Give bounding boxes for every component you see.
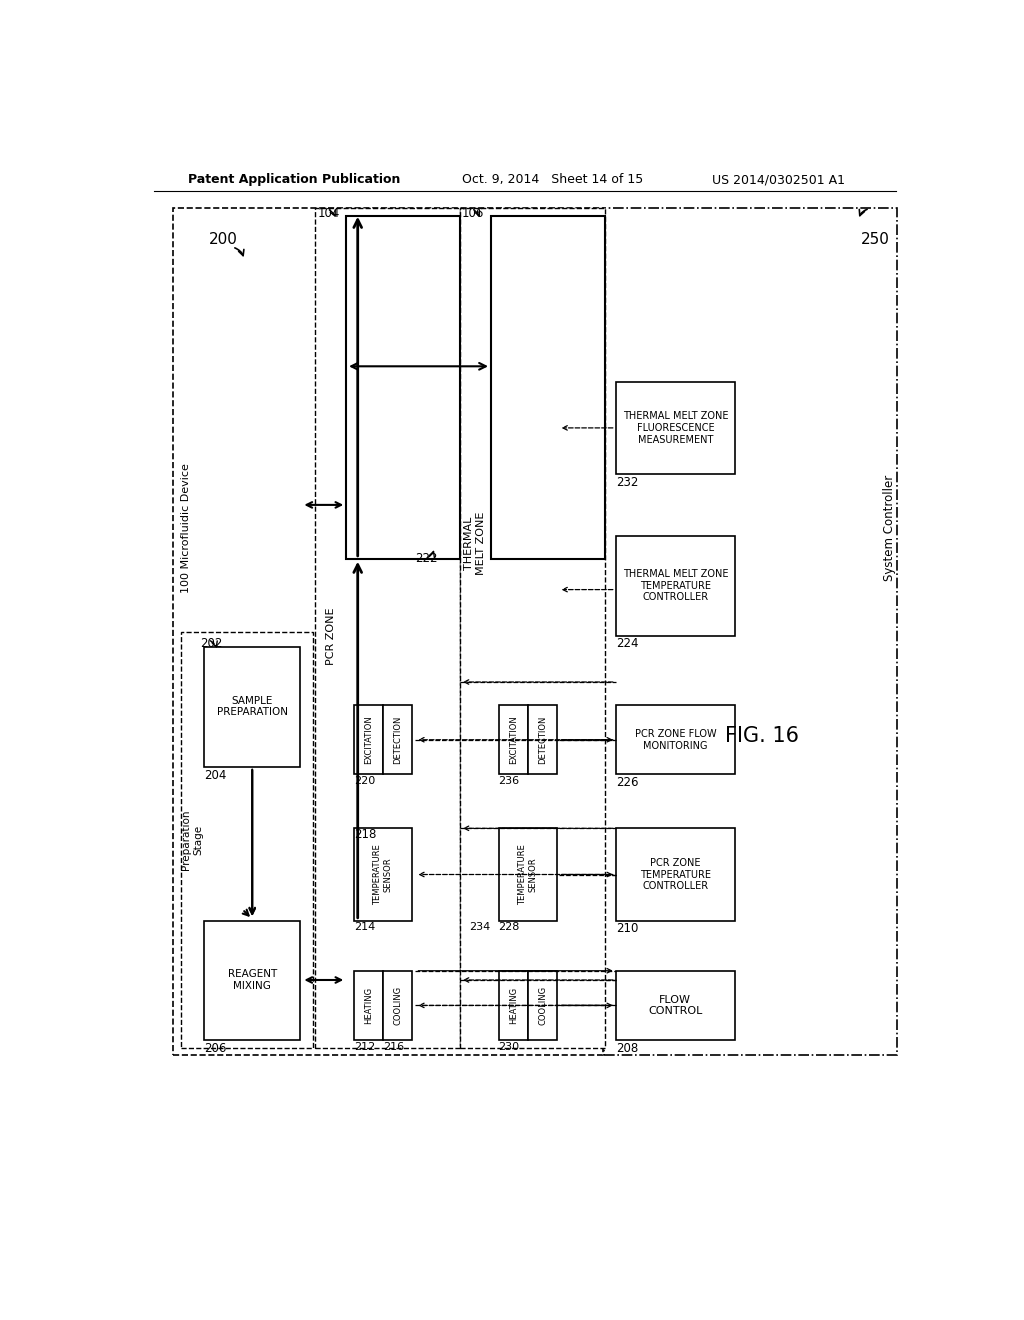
Text: Oct. 9, 2014   Sheet 14 of 15: Oct. 9, 2014 Sheet 14 of 15 [462, 173, 643, 186]
Text: 234: 234 [469, 923, 490, 932]
Text: Preparation
Stage: Preparation Stage [181, 809, 203, 870]
Bar [383, 970, 413, 1040]
Text: DETECTION: DETECTION [538, 715, 547, 764]
Text: REAGENT
MIXING: REAGENT MIXING [227, 969, 276, 991]
Text: FLOW
CONTROL: FLOW CONTROL [648, 994, 702, 1016]
Bar [460, 209, 605, 1048]
Text: 202: 202 [200, 638, 222, 649]
Text: HEATING: HEATING [509, 987, 518, 1024]
Text: 236: 236 [499, 776, 520, 785]
Text: 224: 224 [615, 638, 638, 651]
Text: FIG. 16: FIG. 16 [725, 726, 799, 746]
Bar [204, 647, 300, 767]
Text: THERMAL
MELT ZONE: THERMAL MELT ZONE [464, 512, 485, 576]
Bar [528, 970, 557, 1040]
Bar [499, 829, 557, 921]
Text: PCR ZONE FLOW
MONITORING: PCR ZONE FLOW MONITORING [635, 729, 716, 751]
Bar [180, 632, 313, 1048]
Text: 100 Microfluidic Device: 100 Microfluidic Device [181, 463, 191, 593]
Text: 230: 230 [499, 1041, 520, 1052]
Text: PCR ZONE: PCR ZONE [326, 607, 336, 664]
Bar [354, 829, 413, 921]
Text: 228: 228 [499, 923, 520, 932]
Text: TEMPERATURE
SENSOR: TEMPERATURE SENSOR [374, 843, 393, 906]
Text: 208: 208 [615, 1043, 638, 1056]
Bar [346, 216, 460, 558]
Text: 200: 200 [209, 232, 238, 247]
Text: Patent Application Publication: Patent Application Publication [188, 173, 400, 186]
Bar [615, 536, 735, 636]
Bar [615, 829, 735, 921]
Text: 222: 222 [416, 552, 438, 565]
Text: 204: 204 [205, 770, 227, 781]
Text: 232: 232 [615, 475, 638, 488]
Text: 106: 106 [462, 207, 484, 220]
Bar [615, 970, 735, 1040]
Bar [604, 209, 897, 1056]
Bar [204, 921, 300, 1040]
Bar [499, 970, 528, 1040]
Text: 216: 216 [383, 1041, 404, 1052]
Text: System Controller: System Controller [883, 475, 896, 581]
Bar [528, 705, 557, 775]
Text: COOLING: COOLING [538, 986, 547, 1024]
Text: HEATING: HEATING [364, 987, 373, 1024]
Text: EXCITATION: EXCITATION [364, 715, 373, 764]
Bar [383, 705, 413, 775]
Text: THERMAL MELT ZONE
FLUORESCENCE
MEASUREMENT: THERMAL MELT ZONE FLUORESCENCE MEASUREME… [623, 412, 728, 445]
Bar [173, 209, 602, 1056]
Bar [315, 209, 460, 1048]
Text: DETECTION: DETECTION [393, 715, 402, 764]
Bar [354, 970, 383, 1040]
Bar [354, 705, 383, 775]
Text: SAMPLE
PREPARATION: SAMPLE PREPARATION [217, 696, 288, 718]
Text: 218: 218 [354, 829, 376, 841]
Text: 104: 104 [317, 207, 340, 220]
Bar [615, 705, 735, 775]
Text: US 2014/0302501 A1: US 2014/0302501 A1 [712, 173, 845, 186]
Text: 206: 206 [205, 1043, 227, 1056]
Text: PCR ZONE
TEMPERATURE
CONTROLLER: PCR ZONE TEMPERATURE CONTROLLER [640, 858, 711, 891]
Bar [615, 381, 735, 474]
Text: EXCITATION: EXCITATION [509, 715, 518, 764]
Text: 220: 220 [354, 776, 375, 785]
Text: COOLING: COOLING [393, 986, 402, 1024]
Text: THERMAL MELT ZONE
TEMPERATURE
CONTROLLER: THERMAL MELT ZONE TEMPERATURE CONTROLLER [623, 569, 728, 602]
Bar [499, 705, 528, 775]
Text: 226: 226 [615, 776, 638, 789]
Text: 250: 250 [860, 232, 890, 247]
Text: TEMPERATURE
SENSOR: TEMPERATURE SENSOR [518, 843, 538, 906]
Bar [490, 216, 605, 558]
Text: 210: 210 [615, 923, 638, 936]
Text: 212: 212 [354, 1041, 375, 1052]
Text: 214: 214 [354, 923, 375, 932]
